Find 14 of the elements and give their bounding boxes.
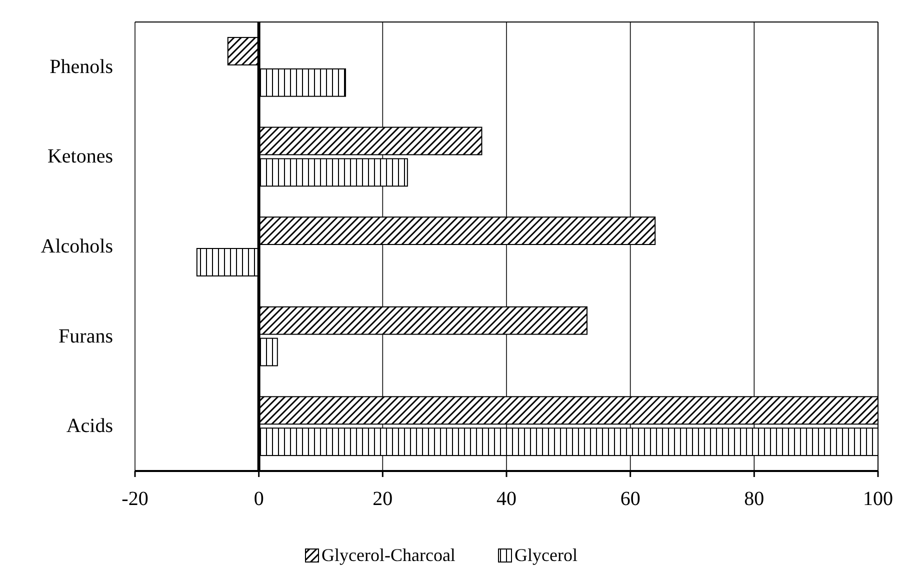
y-tick-label: Furans bbox=[58, 325, 114, 348]
legend-label: Glycerol bbox=[514, 545, 578, 565]
y-tick-label: Acids bbox=[66, 415, 114, 438]
x-tick-label: 80 bbox=[744, 488, 764, 510]
x-tick-label: 0 bbox=[254, 488, 264, 510]
y-tick-label: Alcohols bbox=[40, 236, 114, 258]
y-tick-label: Phenols bbox=[50, 56, 114, 78]
x-tick-label: 60 bbox=[620, 488, 640, 510]
y-tick-label: Ketones bbox=[47, 146, 114, 168]
x-tick-label: -20 bbox=[122, 488, 148, 510]
x-tick-label: 100 bbox=[863, 488, 893, 510]
x-tick-label: 20 bbox=[372, 488, 393, 510]
x-tick-label: 40 bbox=[496, 488, 516, 510]
legend-label: Glycerol-Charcoal bbox=[322, 545, 456, 565]
